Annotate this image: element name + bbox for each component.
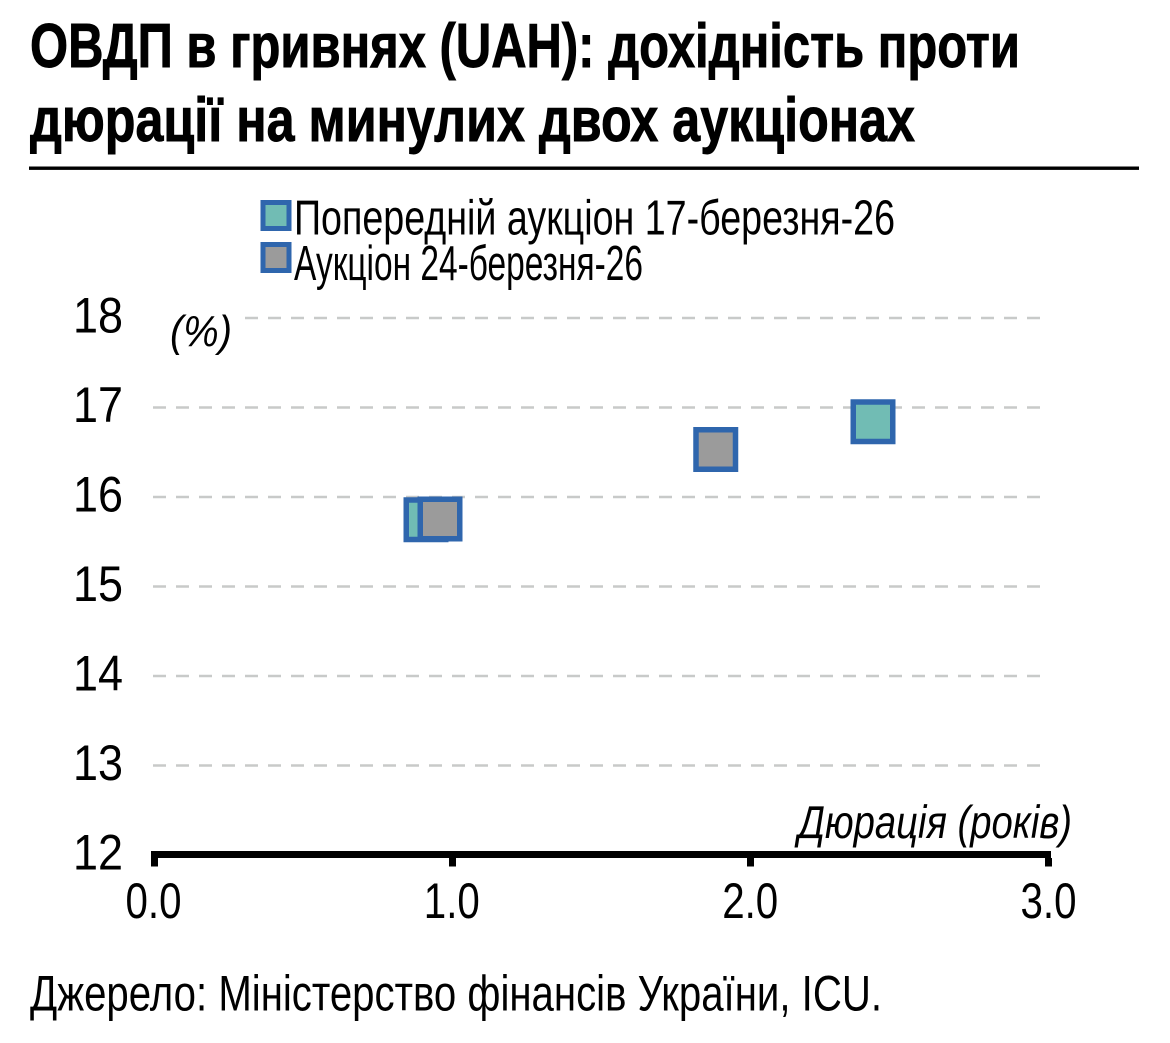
svg-text:(%): (%) <box>170 307 232 356</box>
svg-text:дюрації на минулих двох аукціо: дюрації на минулих двох аукціонах <box>30 86 915 155</box>
svg-text:12: 12 <box>73 825 123 881</box>
svg-text:18: 18 <box>73 288 123 344</box>
svg-text:0.0: 0.0 <box>126 873 182 929</box>
svg-text:13: 13 <box>73 735 123 791</box>
svg-text:2.0: 2.0 <box>722 873 778 929</box>
svg-text:Джерело: Міністерство фінансів: Джерело: Міністерство фінансів України, … <box>30 966 882 1022</box>
svg-text:15: 15 <box>73 556 123 612</box>
svg-text:3.0: 3.0 <box>1021 873 1077 929</box>
svg-text:Попередній аукціон 17-березня-: Попередній аукціон 17-березня-26 <box>294 192 895 246</box>
svg-text:Дюрація (років): Дюрація (років) <box>794 796 1072 848</box>
svg-text:14: 14 <box>73 646 123 702</box>
svg-text:Аукціон 24-березня-26: Аукціон 24-березня-26 <box>294 237 643 291</box>
svg-text:16: 16 <box>73 467 123 523</box>
svg-text:1.0: 1.0 <box>424 873 480 929</box>
svg-text:ОВДП в гривнях (UAH): дохідніс: ОВДП в гривнях (UAH): дохідність проти <box>30 12 1020 81</box>
svg-text:17: 17 <box>73 377 123 433</box>
